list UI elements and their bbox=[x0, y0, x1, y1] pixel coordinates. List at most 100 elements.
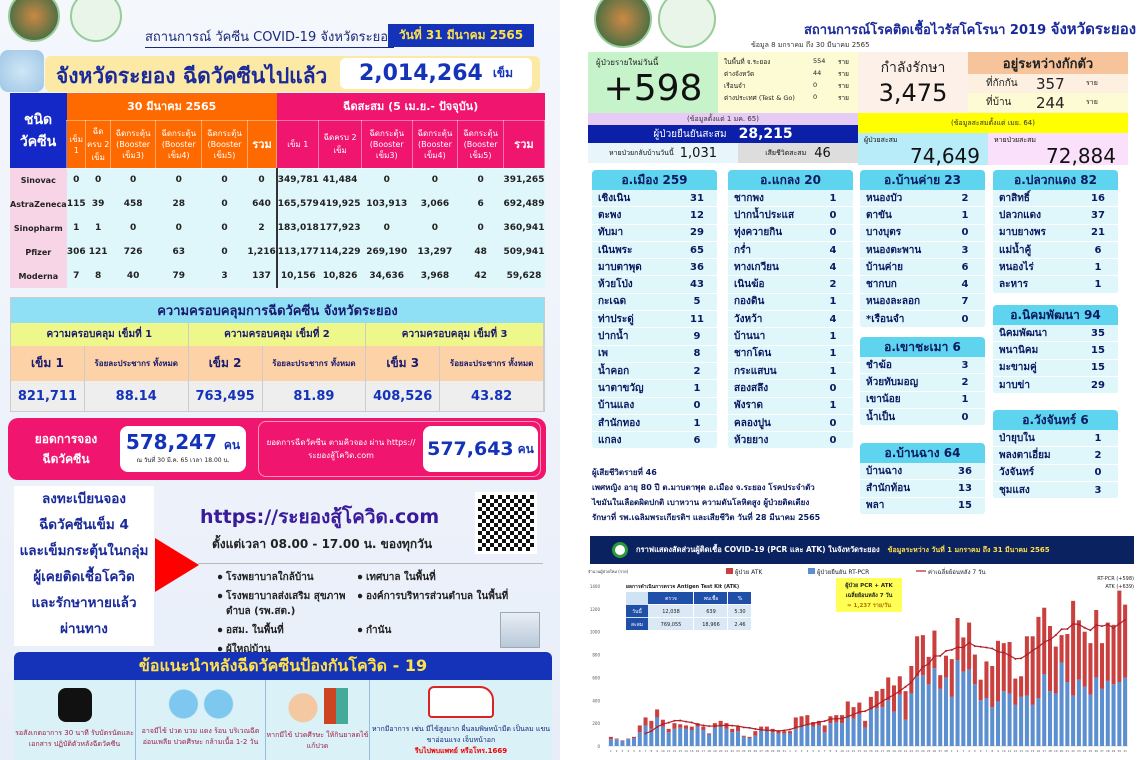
x-tick-label: 9 bbox=[997, 749, 999, 753]
bar-pcr bbox=[1076, 679, 1081, 746]
bar-pcr bbox=[637, 732, 642, 746]
x-tick-label: 22 bbox=[910, 749, 914, 753]
subdistrict-name: น้ำเป็น bbox=[866, 411, 896, 423]
subdistrict-count: 1 bbox=[1094, 279, 1102, 291]
bar-pcr bbox=[782, 733, 787, 746]
moph-icon bbox=[612, 542, 628, 558]
bar-pcr bbox=[683, 728, 689, 746]
avg-point bbox=[725, 724, 728, 727]
daily-value: 1,216 bbox=[247, 240, 277, 264]
bar-pcr bbox=[1053, 693, 1058, 746]
y-tick-label: 1400 bbox=[590, 584, 601, 589]
y-tick-label: 200 bbox=[592, 721, 600, 726]
bar-pcr bbox=[759, 730, 764, 746]
bar-atk bbox=[1076, 620, 1081, 680]
doses-unit: เข็ม bbox=[492, 66, 514, 80]
avg-point bbox=[777, 729, 780, 732]
cumulative-value: 0 bbox=[361, 216, 413, 240]
avg-point bbox=[771, 729, 774, 732]
bar-pcr bbox=[834, 722, 839, 746]
subdistrict-count: 1 bbox=[693, 382, 701, 394]
bar-pcr bbox=[938, 688, 943, 746]
covid-situation-panel: สถานการณ์โรคติดเชื้อไวรัสโคโรนา 2019 จัง… bbox=[586, 0, 1140, 760]
avg-point bbox=[765, 729, 768, 732]
bar-atk bbox=[886, 677, 891, 701]
x-tick-label: 10 bbox=[661, 749, 665, 753]
bar-atk bbox=[1059, 635, 1064, 663]
subdistrict-row: ตาสิทธิ์ 16 bbox=[993, 190, 1118, 208]
bar-atk bbox=[805, 715, 810, 726]
place-item: โรงพยาบาลใกล้บ้าน bbox=[215, 570, 355, 585]
avg-point bbox=[1124, 618, 1127, 621]
subdistrict-count: 2 bbox=[693, 365, 701, 377]
subdistrict-name: ทุ่งควายกิน bbox=[734, 227, 783, 239]
subdistrict-row: ทับมา 29 bbox=[592, 225, 717, 242]
death-note-line: รักษาที่ รพ.เฉลิมพระเกียรติฯ และเสียชีวิ… bbox=[592, 513, 821, 522]
vaccine-name: Sinopharm bbox=[10, 216, 67, 240]
x-tick-label: 7 bbox=[645, 749, 647, 753]
bar-atk bbox=[897, 676, 902, 695]
death-note-line: เพศหญิง อายุ 80 ปี ต.มาบตาพุด อ.เมือง จ.… bbox=[592, 483, 815, 492]
x-tick-label: 25 bbox=[927, 749, 931, 753]
x-tick-label: 6 bbox=[639, 749, 641, 753]
bar-atk bbox=[1007, 642, 1012, 694]
moph-logo bbox=[70, 0, 122, 42]
subdistrict-count: 0 bbox=[961, 411, 969, 423]
x-tick-label: 23 bbox=[1077, 749, 1081, 753]
avg-point bbox=[1083, 626, 1086, 629]
subdistrict-count: 2 bbox=[961, 192, 969, 204]
chart-title-bar: กราฟแสดงสัดส่วนผู้ติดเชื้อ COVID-19 (PCR… bbox=[590, 536, 1134, 564]
bar-atk bbox=[932, 630, 937, 669]
bar-pcr bbox=[903, 719, 908, 746]
bar-pcr bbox=[770, 732, 775, 746]
x-tick-label: 2 bbox=[616, 749, 618, 753]
x-tick-label: 15 bbox=[869, 749, 873, 753]
subdistrict-row: หนองบัว 2 bbox=[860, 190, 985, 208]
total-doses: 2,014,264 bbox=[358, 61, 483, 86]
death-note-line: ไขมันในเลือดผิดปกติ เบาหวาน ความดันโลหิต… bbox=[592, 498, 810, 507]
x-tick-label: 15 bbox=[690, 749, 694, 753]
subdistrict-row: วังจันทร์ 0 bbox=[993, 465, 1118, 482]
place-item: กำนัน bbox=[355, 623, 545, 638]
qr-code[interactable] bbox=[475, 492, 537, 554]
avg-point bbox=[939, 654, 942, 657]
total-cases-label: ผู้ป่วยสะสม bbox=[864, 136, 898, 144]
cumulative-value: 3,968 bbox=[412, 264, 458, 288]
avg-point bbox=[1054, 634, 1057, 637]
avg-point bbox=[679, 719, 682, 722]
subdistrict-row: พลงตาเอี่ยม 2 bbox=[993, 447, 1118, 465]
x-tick-label: 25 bbox=[1089, 749, 1093, 753]
bar-atk bbox=[799, 716, 804, 727]
bar-pcr bbox=[978, 700, 983, 746]
dose-label: เข็ม 2 bbox=[188, 346, 263, 381]
district-name: อ.บ้านฉาง 64 bbox=[860, 443, 985, 463]
subdistrict-row: บ้านแลง 0 bbox=[592, 398, 717, 415]
cumulative-value: 183,018 bbox=[275, 216, 319, 240]
cumulative-header: ฉีดสะสม (5 เม.ย.- ปัจจุบัน) bbox=[276, 93, 545, 120]
bar-atk bbox=[753, 731, 758, 736]
column-header: ฉีดกระตุ้น (Booster เข็ม5) bbox=[201, 119, 248, 169]
subdistrict-row: ชุมแสง 3 bbox=[993, 482, 1118, 500]
breakdown-row: เรือนจำ 0 ราย bbox=[724, 81, 852, 93]
bar-atk bbox=[978, 679, 983, 701]
avg-point bbox=[1089, 629, 1092, 632]
x-tick-label: 15 bbox=[1031, 749, 1035, 753]
quarantine-row: ที่กักกัน 357 ราย bbox=[968, 74, 1128, 93]
district-table: อ.แกลง 20 ชากพง 1 ปากน้ำประแส 0 ทุ่งควายกิน 0 ก… bbox=[728, 170, 853, 450]
x-tick-label: 8 bbox=[991, 749, 993, 753]
avg-point bbox=[673, 719, 676, 722]
subdistrict-name: ชุมแสง bbox=[999, 484, 1030, 496]
bar-pcr bbox=[1019, 696, 1024, 746]
subdistrict-row: คลองปูน 0 bbox=[728, 415, 853, 433]
subdistrict-name: ชำฆ้อ bbox=[866, 359, 892, 371]
bar-atk bbox=[759, 726, 764, 730]
bar-pcr bbox=[811, 726, 816, 746]
avg-box-line: เฉลี่ยย้อนหลัง 7 วัน bbox=[846, 591, 893, 599]
x-tick-label: 13 bbox=[678, 749, 682, 753]
register-url[interactable]: https://ระยองสู้โควิด.com bbox=[200, 506, 440, 528]
bar-pcr bbox=[1042, 674, 1047, 746]
x-tick-label: 11 bbox=[667, 749, 671, 753]
subdistrict-count: 15 bbox=[1091, 362, 1105, 374]
breakdown-unit: ราย bbox=[838, 70, 849, 78]
quarantine-value: 357 bbox=[1036, 74, 1065, 93]
